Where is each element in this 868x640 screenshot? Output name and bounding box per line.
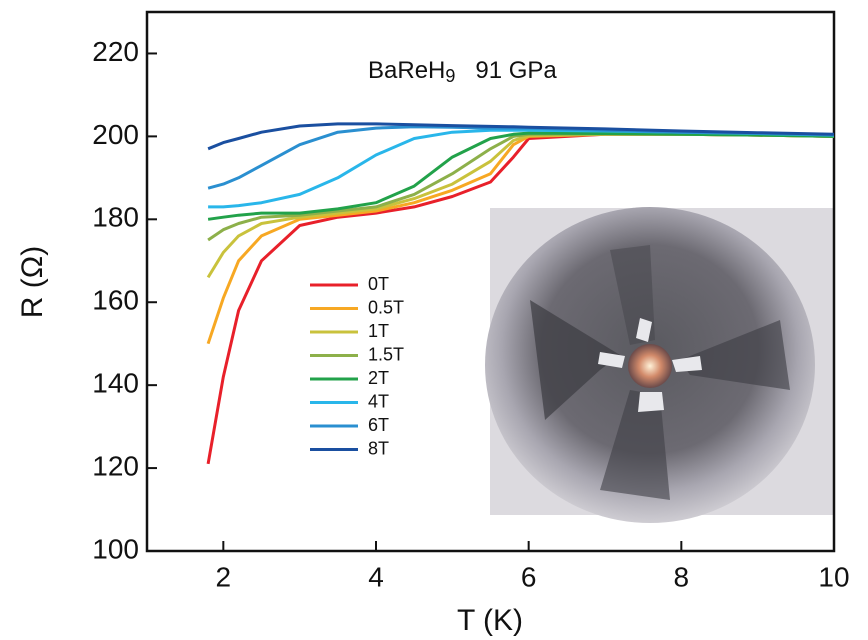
x-tick-label: 8 [674, 561, 690, 592]
x-tick-label: 4 [368, 561, 384, 592]
legend-label: 1T [368, 321, 389, 341]
page: {"chart_data": { "type": "line", "annota… [0, 0, 868, 640]
legend-label: 0.5T [368, 297, 404, 317]
y-tick-label: 160 [92, 285, 139, 316]
y-axis-label: R (Ω) [16, 246, 49, 318]
legend-label: 6T [368, 415, 389, 435]
legend-label: 2T [368, 368, 389, 388]
legend-label: 0T [368, 274, 389, 294]
chart: BaReH991 GPa T (K) R (Ω) 2 4 6 8 10 100 120 140… [0, 0, 868, 640]
x-axis-label: T (K) [457, 604, 523, 637]
y-tick-label: 100 [92, 533, 139, 564]
legend-label: 1.5T [368, 344, 404, 364]
y-tick-label: 120 [92, 450, 139, 481]
y-tick-label: 140 [92, 368, 139, 399]
x-tick-label: 6 [521, 561, 537, 592]
y-tick-label: 220 [92, 36, 139, 67]
x-tick-label: 2 [216, 561, 232, 592]
inset-photo [485, 207, 833, 523]
y-tick-label: 200 [92, 119, 139, 150]
legend-label: 8T [368, 438, 389, 458]
x-tick-label: 10 [818, 561, 849, 592]
legend-label: 4T [368, 391, 389, 411]
y-tick-label: 180 [92, 202, 139, 233]
